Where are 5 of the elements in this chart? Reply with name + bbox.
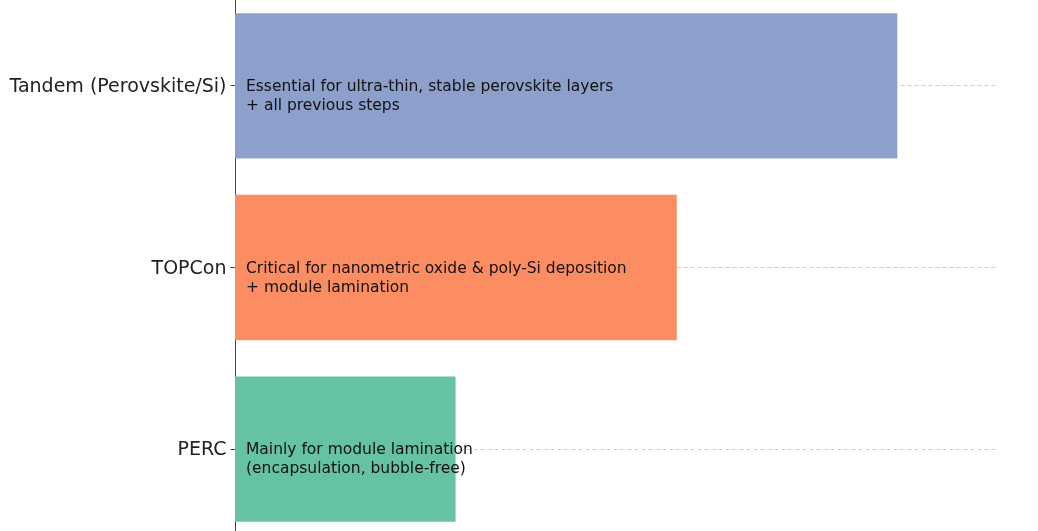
annotation: Essential for ultra-thin, stable perovskite layers + all previous steps xyxy=(246,76,614,114)
y-tick-label: PERC xyxy=(177,437,227,460)
annotation: Critical for nanometric oxide & poly-Si deposition + module lamination xyxy=(246,258,627,296)
y-tick-label: TOPCon xyxy=(150,255,227,278)
y-tick-label: Tandem (Perovskite/Si) xyxy=(8,73,227,96)
